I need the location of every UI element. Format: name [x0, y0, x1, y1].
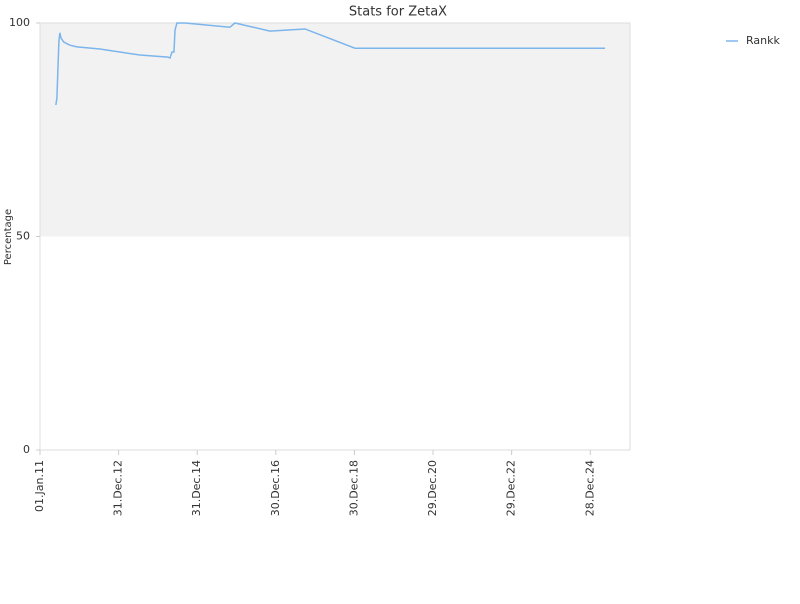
y-tick-label: 100 [9, 16, 30, 29]
plot-band [40, 23, 630, 237]
series-line [55, 22, 606, 106]
x-tick-label: 30.Dec.16 [269, 460, 282, 516]
x-tick-label: 31.Dec.12 [112, 460, 125, 516]
x-tick-label: 29.Dec.20 [426, 460, 439, 516]
x-tick-label: 01.Jan.11 [33, 460, 46, 512]
legend-label: Rankk [746, 34, 780, 47]
chart-title: Stats for ZetaX [349, 5, 447, 20]
x-tick-label: 30.Dec.18 [347, 460, 360, 516]
x-tick-label: 31.Dec.14 [190, 460, 203, 516]
y-tick-label: 0 [23, 443, 30, 456]
y-tick-label: 50 [16, 230, 30, 243]
y-axis-label: Percentage [3, 209, 14, 265]
x-tick-label: 29.Dec.22 [505, 460, 518, 516]
x-tick-label: 28.Dec.24 [583, 460, 596, 516]
